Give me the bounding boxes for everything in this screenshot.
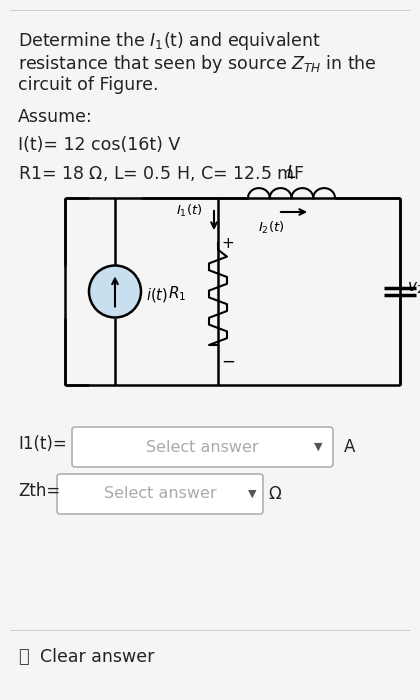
Text: 🗑: 🗑 (18, 648, 29, 666)
Text: circuit of Figure.: circuit of Figure. (18, 76, 158, 94)
Text: Ω: Ω (268, 485, 281, 503)
Text: R1= 18 $\Omega$, L= 0.5 H, C= 12.5 mF: R1= 18 $\Omega$, L= 0.5 H, C= 12.5 mF (18, 164, 304, 183)
FancyBboxPatch shape (72, 427, 333, 467)
Text: $R_1$: $R_1$ (168, 285, 186, 303)
Text: $i(t)$: $i(t)$ (146, 286, 168, 304)
Text: $L$: $L$ (286, 164, 297, 182)
Text: I(t)= 12 cos(16t) V: I(t)= 12 cos(16t) V (18, 136, 180, 154)
Text: I1(t)=: I1(t)= (18, 435, 67, 453)
Text: resistance that seen by source $Z_{TH}$ in the: resistance that seen by source $Z_{TH}$ … (18, 53, 377, 75)
Text: $v_2$: $v_2$ (407, 281, 420, 296)
FancyBboxPatch shape (57, 474, 263, 514)
Text: Assume:: Assume: (18, 108, 93, 126)
Text: A: A (344, 438, 355, 456)
Text: +: + (221, 236, 234, 251)
Text: $I_1(t)$: $I_1(t)$ (176, 203, 202, 219)
Text: Zth=: Zth= (18, 482, 60, 500)
Text: ▼: ▼ (314, 442, 322, 452)
Text: ▼: ▼ (248, 489, 256, 499)
Text: −: − (221, 353, 235, 371)
Text: $I_2(t)$: $I_2(t)$ (258, 220, 284, 236)
Text: Clear answer: Clear answer (40, 648, 155, 666)
Text: Select answer: Select answer (104, 486, 216, 501)
Circle shape (89, 265, 141, 318)
Text: Select answer: Select answer (146, 440, 258, 454)
Text: Determine the $I_1$(t) and equivalent: Determine the $I_1$(t) and equivalent (18, 30, 320, 52)
